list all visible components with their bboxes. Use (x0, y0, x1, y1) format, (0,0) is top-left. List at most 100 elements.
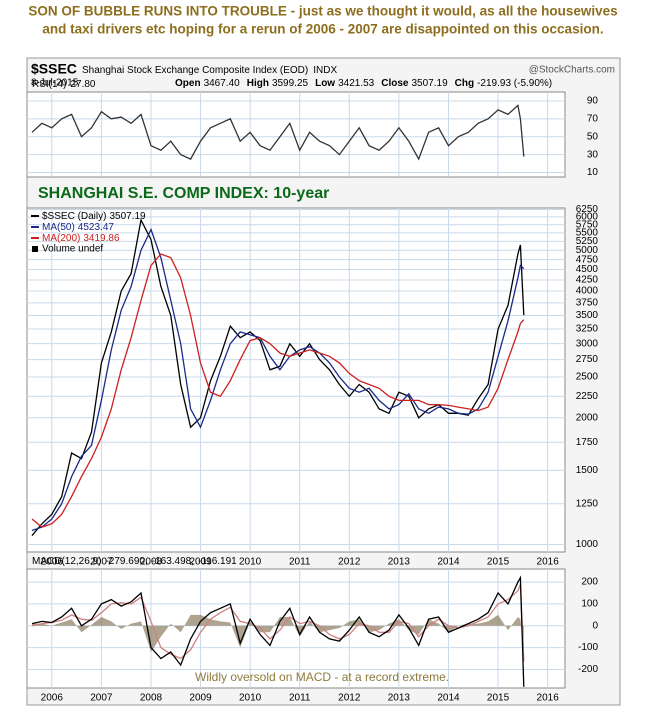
legend: MA(50) 4523.47 (42, 222, 114, 233)
y-tick-label: 1750 (576, 437, 599, 448)
x-tick-label: 2008 (140, 693, 163, 704)
y-tick-label: 100 (581, 599, 598, 610)
y-tick-label: 3000 (576, 338, 599, 349)
x-tick-label: 2011 (289, 693, 311, 704)
quote-value: 3599.25 (272, 78, 309, 89)
legend-value: 3419.86 (83, 233, 120, 244)
quote-label: Chg (455, 78, 474, 89)
y-tick-label: 1250 (576, 498, 599, 509)
quote-value: 3421.53 (338, 78, 375, 89)
x-tick-label: 2007 (90, 557, 113, 568)
quote-value: 3467.40 (204, 78, 241, 89)
y-tick-label: 4750 (576, 254, 599, 265)
symbol: $SSEC (31, 61, 77, 77)
line (31, 227, 525, 532)
legend: RSI(14) 27.80 (32, 79, 96, 90)
name: Shanghai Stock Exchange Composite Index … (82, 65, 308, 76)
legend-value: 4523.47 (78, 222, 115, 233)
y-tick-label: 4500 (576, 264, 599, 275)
source: @StockCharts.com (529, 65, 615, 76)
y-tick-label: 90 (587, 96, 599, 107)
y-tick-label: 1500 (576, 465, 599, 476)
legend-value: 3507.19 (109, 211, 146, 222)
y-tick-label: 2250 (576, 391, 599, 402)
plot-area (26, 207, 566, 553)
quote-value: 3507.19 (411, 78, 448, 89)
x-tick-label: 2014 (437, 693, 460, 704)
x-tick-label: 2006 (41, 693, 64, 704)
date: 8-Jul-2015 (31, 78, 79, 89)
title: SON OF BUBBLE RUNS INTO TROUBLE - just a… (28, 4, 617, 19)
y-tick-label: 200 (581, 577, 598, 588)
x-tick-label: 2009 (189, 557, 212, 568)
x-tick-label: 2013 (388, 693, 411, 704)
y-tick-label: 3250 (576, 324, 599, 335)
y-tick-label: -200 (578, 664, 598, 675)
exchange: INDX (313, 65, 337, 76)
y-tick-label: 6000 (576, 212, 599, 223)
x-tick-label: 2012 (338, 693, 361, 704)
legend-value: -163.498, (152, 556, 194, 567)
y-tick-label: 2000 (576, 412, 599, 423)
index-name: Shanghai Stock Exchange Composite Index … (82, 65, 337, 76)
x-tick-label: 2012 (338, 557, 361, 568)
y-tick-label: 1000 (576, 539, 599, 550)
y-tick-label: -100 (578, 642, 598, 653)
legend-name: MACD(12,26,9) (32, 556, 101, 567)
legend-swatch (32, 246, 38, 252)
y-tick-label: 5500 (576, 227, 599, 238)
y-tick-label: 70 (587, 113, 599, 124)
y-tick-label: 5250 (576, 236, 599, 247)
x-tick-label: 2016 (537, 693, 560, 704)
y-tick-label: 2750 (576, 354, 599, 365)
y-tick-label: 10 (587, 167, 599, 178)
y-tick-label: 4250 (576, 275, 599, 286)
annotation: Wildly oversold on MACD - at a record ex… (195, 670, 449, 684)
area (32, 614, 524, 652)
y-tick-label: 0 (592, 620, 598, 631)
x-tick-label: 2010 (239, 557, 262, 568)
plot-area (26, 91, 566, 178)
legend-value: -116.191 (198, 556, 237, 567)
legend: Volume undef (42, 244, 103, 255)
legend-name: RSI(14) (32, 79, 66, 90)
x-tick-label: 2007 (90, 693, 113, 704)
y-tick-label: 5000 (576, 245, 599, 256)
x-tick-label: 2011 (289, 557, 311, 568)
legend: MA(200) 3419.86 (42, 233, 120, 244)
x-tick-label: 2016 (537, 557, 560, 568)
line (31, 253, 525, 528)
y-tick-label: 6250 (576, 204, 599, 215)
quote-label: High (247, 78, 269, 89)
y-tick-label: 3500 (576, 310, 599, 321)
x-tick-label: 2009 (189, 693, 212, 704)
legend-name: $SSEC (Daily) (42, 211, 106, 222)
annotation: SHANGHAI S.E. COMP INDEX: 10-year (38, 185, 329, 202)
y-tick-label: 4000 (576, 286, 599, 297)
legend: $SSEC (Daily) 3507.19 (42, 211, 146, 222)
x-tick-label: 2014 (437, 557, 460, 568)
x-tick-label: 2008 (140, 557, 163, 568)
quote-label: Open (175, 78, 201, 89)
y-tick-label: 5750 (576, 219, 599, 230)
x-tick-label: 2015 (487, 557, 510, 568)
legend-value: -279.690, (105, 556, 147, 567)
line (31, 575, 525, 687)
y-tick-label: 2500 (576, 372, 599, 383)
legend-name: MA(50) (42, 222, 75, 233)
x-tick-label: 2006 (41, 557, 64, 568)
x-tick-label: 2013 (388, 557, 411, 568)
x-tick-label: 2015 (487, 693, 510, 704)
legend: MACD(12,26,9) -279.690, -163.498, -116.191 (32, 556, 237, 567)
title: and taxi drivers etc hoping for a rerun … (42, 22, 603, 37)
y-tick-label: 30 (587, 149, 599, 160)
quote-label: Low (315, 78, 335, 89)
quote-label: Close (381, 78, 409, 89)
y-tick-label: 3750 (576, 297, 599, 308)
legend-value: 27.80 (70, 79, 95, 90)
x-tick-label: 2010 (239, 693, 262, 704)
quote: Open 3467.40 High 3599.25 Low 3421.53 Close 350… (175, 78, 552, 89)
legend-name: MA(200) (42, 233, 80, 244)
